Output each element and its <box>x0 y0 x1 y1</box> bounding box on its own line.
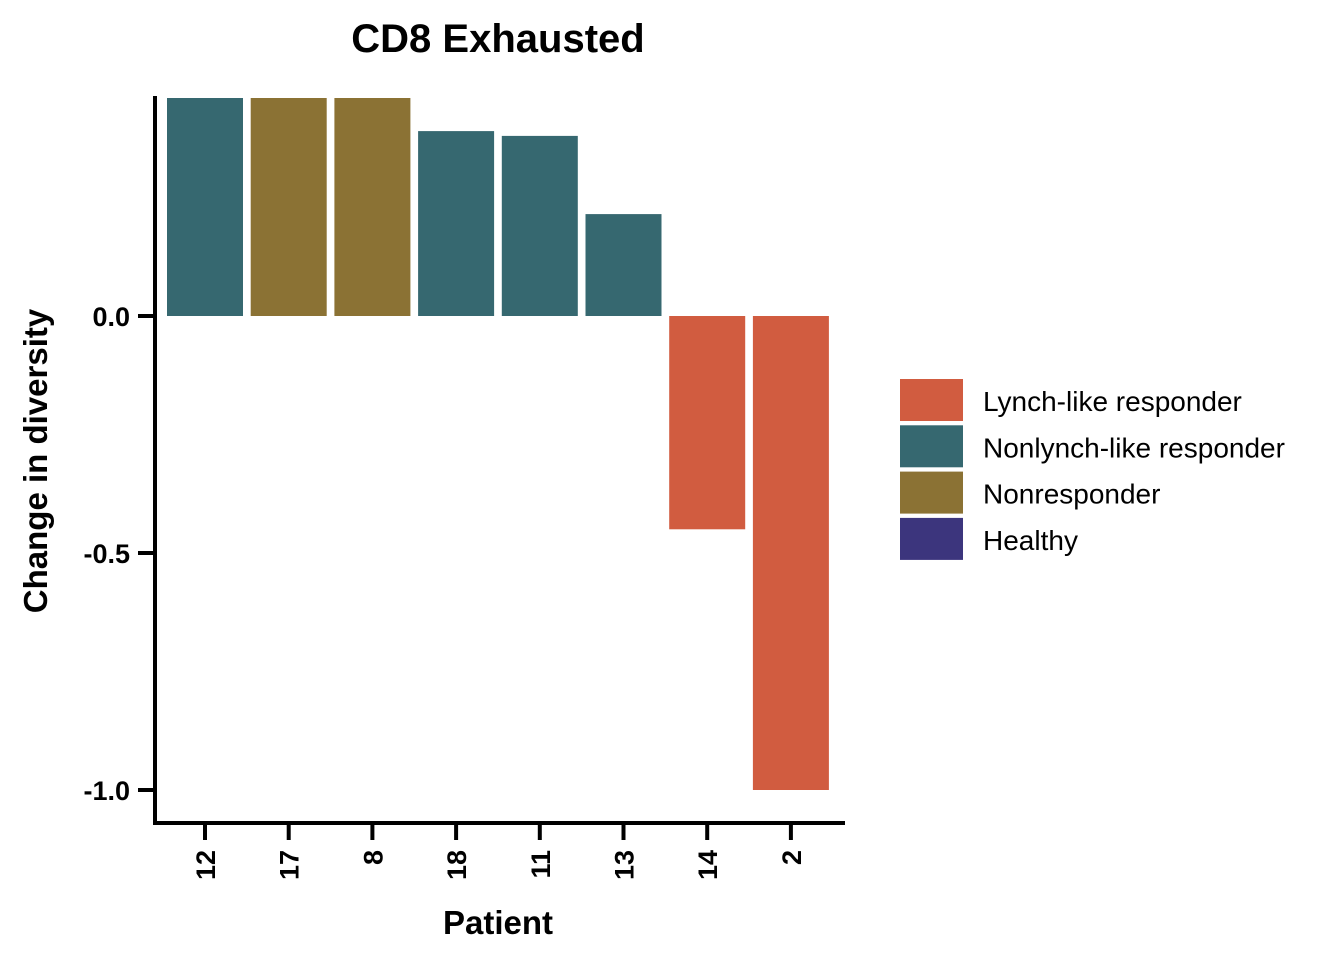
bar-patient-17 <box>250 98 327 316</box>
bar-patient-12 <box>167 98 243 316</box>
x-tick-label: 14 <box>693 850 723 880</box>
bar-patient-8 <box>334 98 411 316</box>
bar-patient-11 <box>501 135 578 316</box>
bar-patient-14 <box>669 316 746 530</box>
y-tick-label: -1.0 <box>83 776 130 806</box>
chart-title: CD8 Exhausted <box>351 17 644 61</box>
x-tick-label: 11 <box>526 850 556 879</box>
bar-patient-2 <box>752 316 829 790</box>
bar-patient-13 <box>585 214 662 316</box>
legend-label: Lynch-like responder <box>983 386 1242 417</box>
y-axis-title: Change in diversity <box>17 308 54 613</box>
legend-swatch <box>900 379 963 421</box>
legend-swatch <box>900 425 963 468</box>
legend: Lynch-like responder Nonlynch-like respon… <box>900 379 1285 560</box>
legend-swatch <box>900 471 963 514</box>
legend-label: Nonresponder <box>983 479 1160 510</box>
y-tick-label: 0.0 <box>92 302 130 332</box>
bars-group <box>167 98 829 790</box>
x-tick-label: 17 <box>275 850 305 880</box>
x-tick-label: 8 <box>358 850 388 865</box>
legend-label: Nonlynch-like responder <box>983 432 1285 463</box>
x-tick-label: 13 <box>610 850 640 880</box>
y-tick-label: -0.5 <box>83 539 130 569</box>
x-tick-label: 12 <box>191 850 221 880</box>
x-ticks-group: 12 17 8 18 11 13 14 2 <box>191 823 807 880</box>
legend-swatch <box>900 517 963 560</box>
x-tick-label: 2 <box>777 850 807 865</box>
x-tick-label: 18 <box>442 850 472 880</box>
legend-label: Healthy <box>983 525 1078 556</box>
bar-patient-18 <box>418 131 495 316</box>
y-ticks-group: 0.0 -0.5 -1.0 <box>83 302 155 806</box>
x-axis-title: Patient <box>443 904 553 941</box>
